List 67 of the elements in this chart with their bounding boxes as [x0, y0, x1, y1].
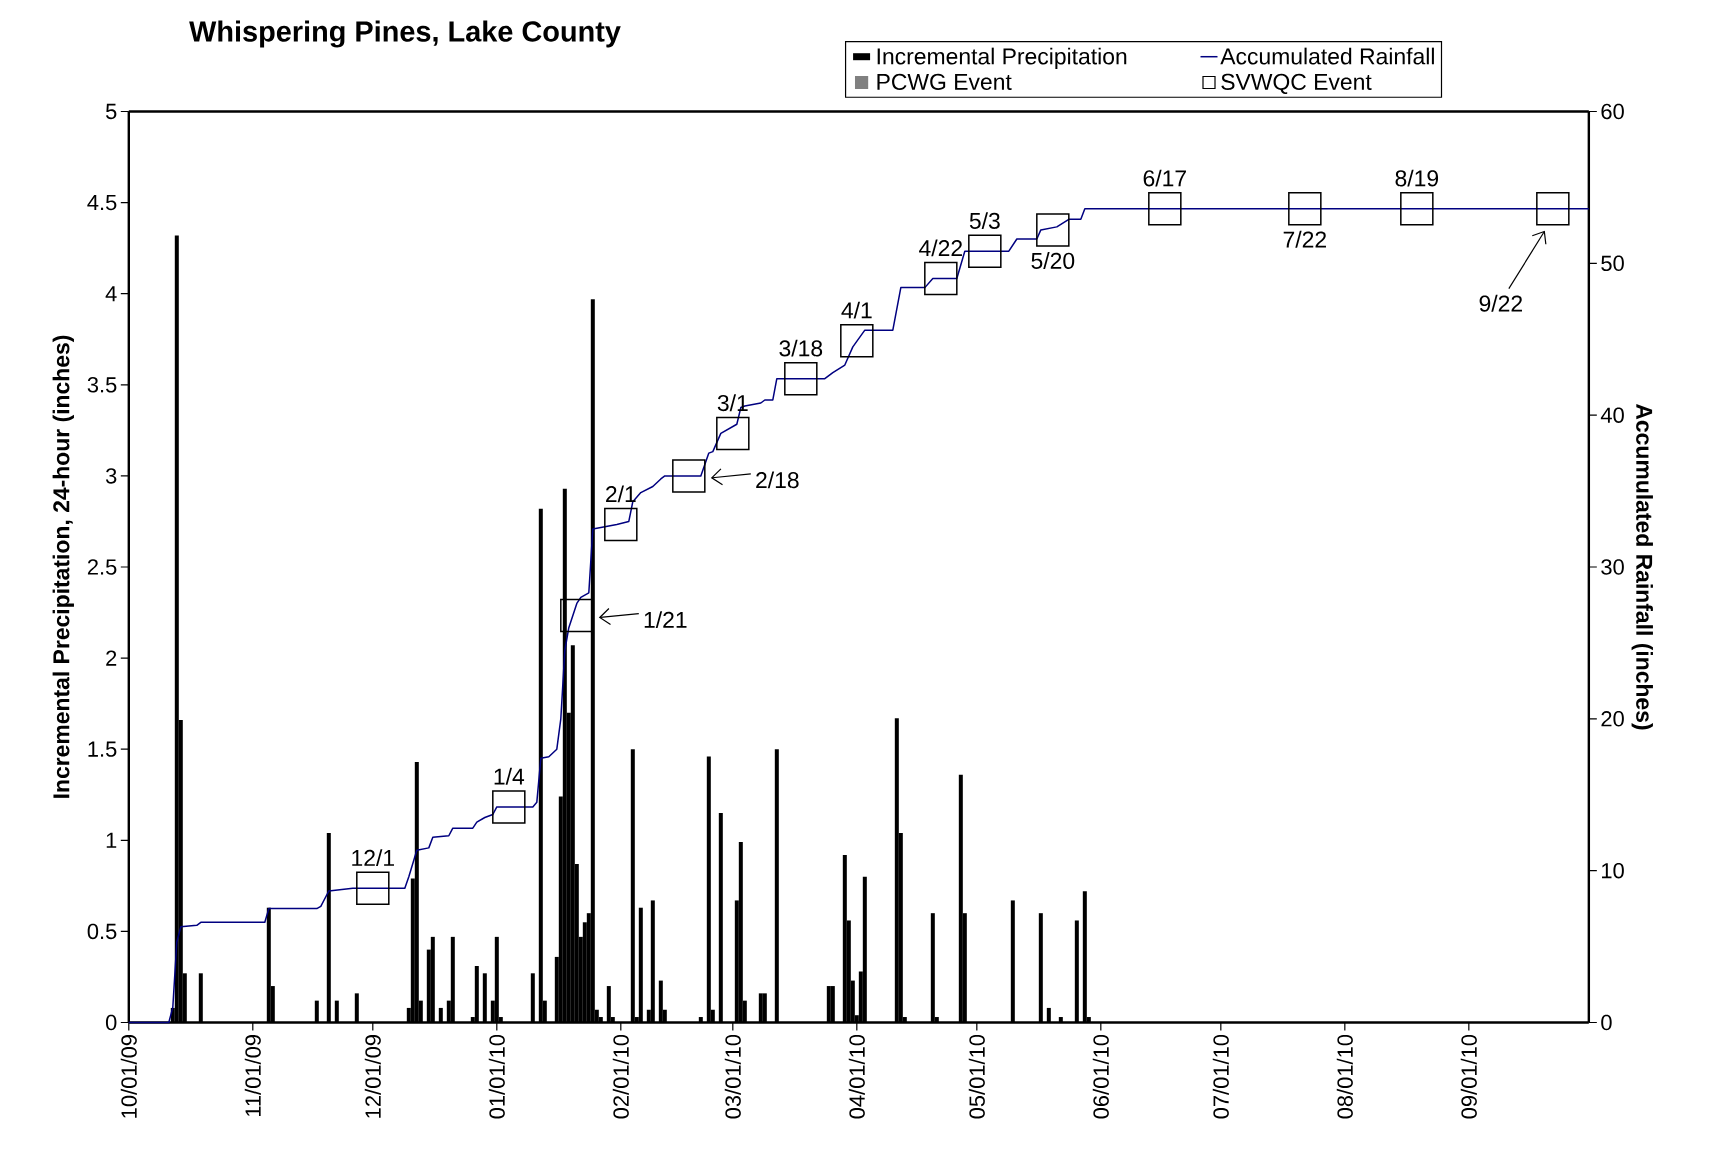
annotation: 6/17: [1143, 169, 1186, 187]
point: [968, 234, 1002, 268]
x-tick-label: 10/01/09: [120, 1035, 137, 1118]
point: [716, 416, 750, 451]
legend-label: Accumulated Rainfall: [1220, 47, 1434, 65]
annotation: 9/22: [1479, 294, 1522, 312]
point: [1148, 191, 1182, 226]
y-tick-label: 1: [106, 832, 117, 848]
annotation: 7/22: [1283, 230, 1326, 248]
annotation: 4/22: [919, 239, 962, 257]
chart-title: Whispering Pines, Lake County: [189, 20, 621, 48]
point: [492, 790, 526, 824]
y-tick-label: 0: [105, 1014, 117, 1031]
point: [604, 507, 638, 542]
y2-tick-label: 20: [1601, 711, 1624, 727]
annotation: 1/4: [494, 767, 525, 785]
annotation: 12/1: [352, 849, 394, 867]
x-tick-label: 12/01/09: [364, 1035, 381, 1118]
y2-tick-label: 40: [1600, 407, 1624, 423]
x-tick-label: 05/01/10: [968, 1034, 985, 1119]
x-tick-label: 11/01/09: [244, 1035, 261, 1117]
annotation: 2/1: [606, 485, 636, 503]
y-tick-label: 3: [105, 468, 117, 484]
y-tick-label: 4.5: [87, 194, 117, 211]
y2-tick-label: 10: [1602, 862, 1624, 879]
y2-tick-label: 60: [1601, 103, 1624, 120]
legend-label: Incremental Precipitation: [877, 47, 1127, 70]
y-tick-label: 0.5: [87, 923, 117, 940]
x-tick-label: 01/01/10: [488, 1034, 505, 1119]
y-tick-label: 2: [106, 650, 117, 666]
x-tick-label: 09/01/10: [1460, 1034, 1477, 1119]
annotation: 3/1: [717, 394, 748, 412]
point: [1536, 191, 1570, 226]
y2-tick-label: 30: [1601, 559, 1624, 575]
x-tick-label: 04/01/10: [848, 1034, 865, 1119]
y-axis-title: Incremental Precipitation, 24-hour (inches): [52, 335, 74, 798]
y-tick-label: 5: [105, 103, 117, 120]
annotation: 2/18: [756, 471, 799, 489]
legend-label: PCWG Event: [877, 73, 1012, 90]
x-tick-label: 03/01/10: [724, 1034, 741, 1119]
point: [1288, 191, 1322, 226]
annotation: 5/3: [969, 212, 1000, 229]
y2-tick-label: 50: [1601, 255, 1624, 272]
y-tick-label: 4: [105, 286, 117, 302]
x-tick-label: 06/01/10: [1092, 1034, 1109, 1119]
x-tick-label: 07/01/10: [1212, 1034, 1229, 1119]
annotation: 3/18: [779, 339, 823, 357]
annotation: 4/1: [841, 301, 872, 319]
x-tick-label: 02/01/10: [612, 1034, 629, 1119]
point: [924, 261, 958, 296]
y-tick-label: 2.5: [87, 559, 117, 575]
point: [672, 459, 706, 493]
point: [356, 871, 390, 906]
annotation: 8/19: [1395, 169, 1439, 187]
legend-label: SVWQC Event: [1221, 73, 1372, 95]
x-tick-label: 08/01/10: [1336, 1034, 1353, 1119]
y2-axis-title: Accumulated Rainfall (inches): [1631, 403, 1653, 730]
y-tick-label: 3.5: [87, 377, 117, 393]
annotation: 5/20: [1031, 252, 1075, 269]
annotation: 1/21: [644, 611, 687, 628]
point: [1400, 191, 1434, 226]
point: [784, 361, 818, 396]
y2-tick-label: 0: [1601, 1014, 1612, 1031]
point: [1036, 213, 1070, 247]
y-tick-label: 1.5: [88, 741, 117, 757]
point: [560, 598, 594, 633]
point: [840, 324, 874, 358]
